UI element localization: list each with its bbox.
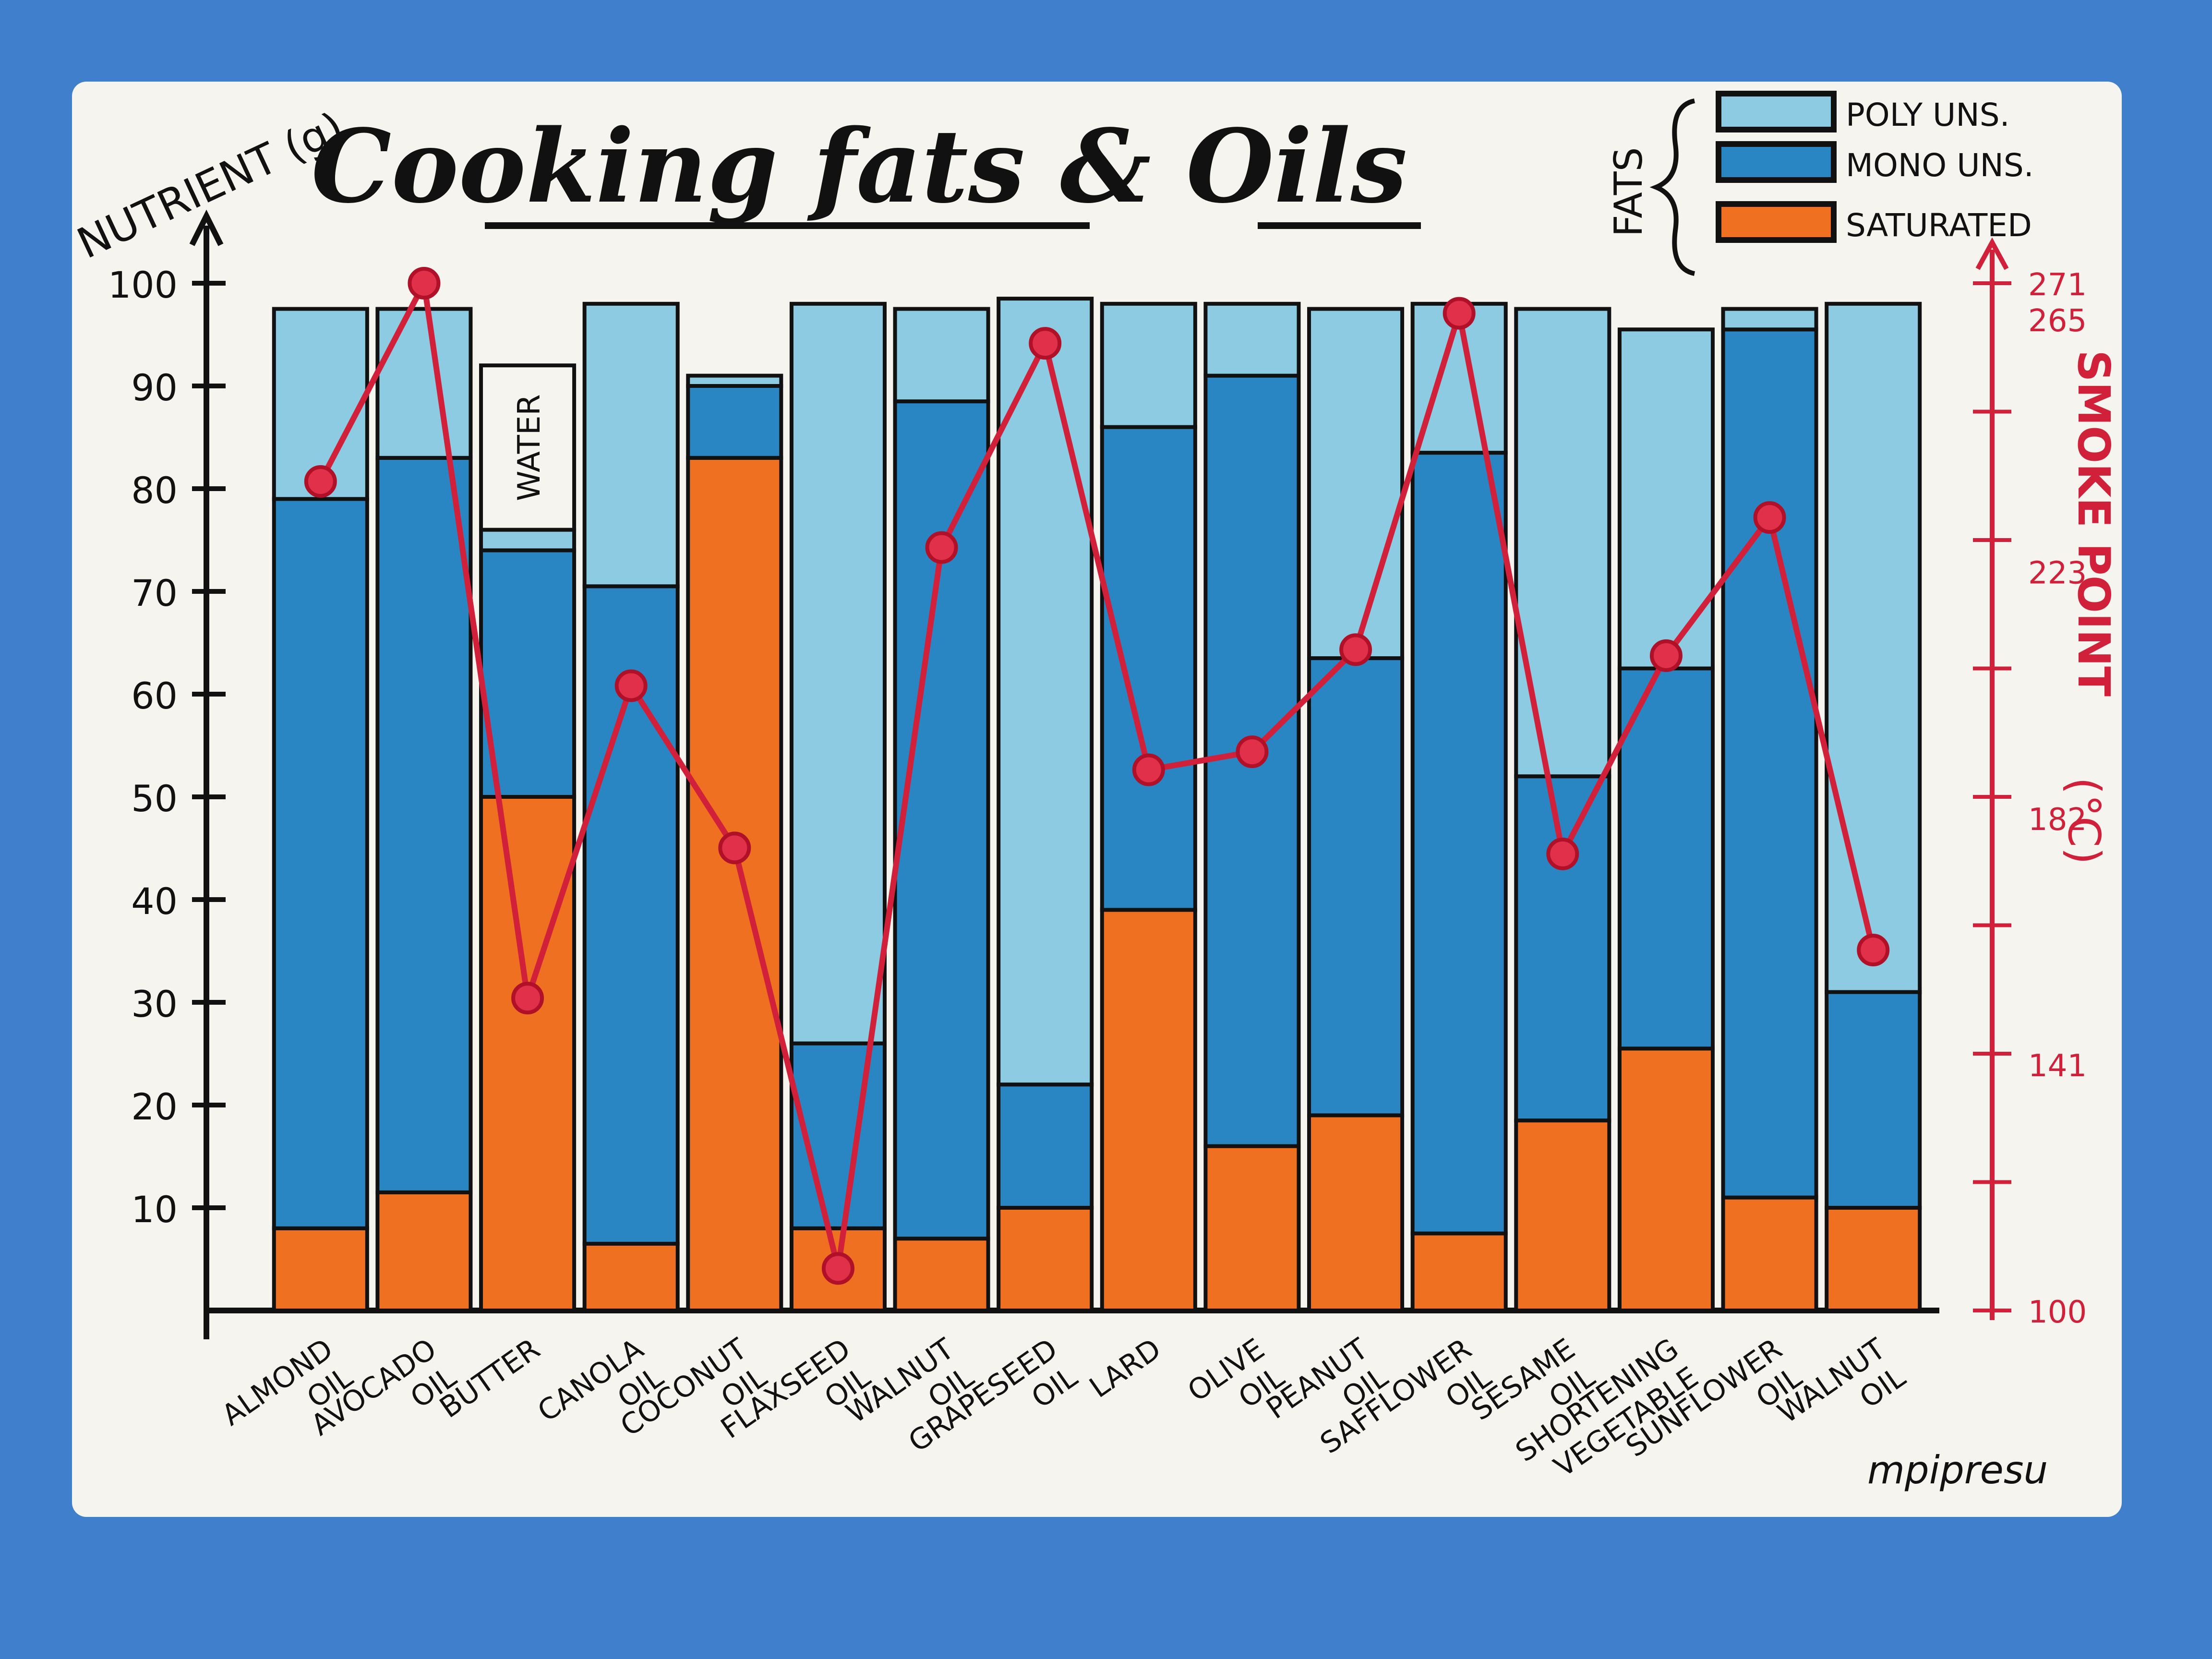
bar-poly-uns — [375, 307, 473, 460]
y2-axis-label: SMOKE POINT (°C) — [2058, 350, 2119, 865]
legend-label-mono: MONO UNS. — [1846, 147, 2034, 184]
y2-tick-label: 223 — [2028, 556, 2087, 591]
bar-poly-uns — [1721, 307, 1818, 332]
smoke-point-marker — [718, 831, 751, 865]
y2-tick-label: 271 — [2028, 267, 2087, 303]
smoke-point-polyline — [318, 280, 1876, 1272]
bar-mono-uns — [375, 456, 473, 1194]
y-tick-label: 50 — [131, 777, 178, 820]
bar-saturated — [272, 1226, 369, 1313]
bar-poly-uns — [1203, 301, 1301, 378]
legend-swatch-saturated — [1716, 201, 1837, 243]
bar-mono-uns — [272, 497, 369, 1230]
bar-poly-uns — [1825, 301, 1922, 994]
bar-mono-uns — [1307, 656, 1405, 1118]
chart-title: Cooking fats & Oils — [311, 107, 1407, 226]
bar-saturated — [1410, 1231, 1508, 1312]
bar-saturated — [1100, 908, 1197, 1312]
y-tick-label: 90 — [131, 366, 178, 409]
bar-poly-uns — [479, 528, 577, 553]
bar-poly-uns — [1617, 327, 1715, 671]
signature: mpipresu — [1867, 1448, 2048, 1492]
y-tick-label: 20 — [131, 1085, 178, 1128]
smoke-point-marker — [925, 531, 958, 564]
smoke-point-marker — [1649, 639, 1683, 672]
bar-poly-uns — [789, 301, 887, 1046]
y2-axis-label-line-2: (°C) — [2058, 777, 2110, 865]
bar-mono-uns — [1410, 451, 1508, 1236]
y2-tick-label: 141 — [2028, 1048, 2087, 1084]
bar-saturated — [686, 456, 783, 1312]
smoke-point-marker — [1236, 735, 1269, 769]
y-tick-label: 70 — [131, 572, 178, 614]
bar-saturated — [997, 1206, 1094, 1312]
smoke-point-marker — [1132, 753, 1165, 786]
y2-axis-arrow — [1975, 237, 2009, 270]
bar-saturated — [479, 795, 577, 1312]
legend-label-poly: POLY UNS. — [1846, 96, 2010, 133]
smoke-point-marker — [821, 1252, 854, 1285]
smoke-point-marker — [614, 669, 648, 702]
y-tick-label: 30 — [131, 983, 178, 1025]
smoke-point-marker — [304, 465, 337, 498]
bar-mono-uns — [686, 384, 783, 460]
bar-poly-uns — [1100, 301, 1197, 429]
bar-water — [479, 363, 577, 532]
bar-saturated — [1617, 1046, 1715, 1313]
bar-poly-uns — [686, 373, 783, 388]
y2-axis-label-line-1: SMOKE POINT — [2068, 350, 2119, 697]
bar-poly-uns — [582, 301, 680, 589]
smoke-point-marker — [408, 267, 441, 300]
bar-mono-uns — [1617, 666, 1715, 1051]
bar-saturated — [1514, 1118, 1611, 1313]
y-axis-arrow — [189, 209, 224, 246]
y-tick-label: 40 — [131, 880, 178, 923]
y-tick-label: 10 — [131, 1188, 178, 1231]
bar-saturated — [1203, 1144, 1301, 1313]
y2-tick-label: 182 — [2028, 802, 2087, 838]
bar-poly-uns — [1307, 307, 1405, 661]
legend-swatch-mono — [1716, 141, 1837, 183]
smoke-point-marker — [1753, 501, 1786, 534]
smoke-point-marker — [1546, 837, 1579, 870]
legend: FATS POLY UNS. MONO UNS. SATURATED — [1606, 91, 2034, 276]
bar-saturated — [1307, 1113, 1405, 1312]
bar-mono-uns — [997, 1082, 1094, 1210]
bar-mono-uns — [1721, 327, 1818, 1200]
bar-saturated — [893, 1237, 990, 1312]
y-tick-label: 60 — [131, 674, 178, 717]
y2-tick-label: 100 — [2028, 1295, 2087, 1330]
y-tick-label: 80 — [131, 469, 178, 512]
bar-saturated — [1721, 1195, 1818, 1313]
bar-poly-uns — [893, 307, 990, 404]
smoke-point-marker — [1857, 934, 1890, 967]
bar-saturated — [1825, 1206, 1922, 1312]
bar-poly-uns — [997, 297, 1094, 1087]
water-label: WATER — [512, 394, 547, 501]
smoke-point-marker — [511, 982, 544, 1015]
bar-mono-uns — [1100, 425, 1197, 912]
bar-mono-uns — [1514, 774, 1611, 1123]
bar-mono-uns — [479, 548, 577, 799]
legend-title: FATS — [1606, 147, 1651, 237]
smoke-point-marker — [1029, 327, 1062, 360]
bar-saturated — [375, 1190, 473, 1312]
bar-saturated — [582, 1241, 680, 1312]
y2-tick-label: 265 — [2028, 303, 2087, 339]
smoke-point-marker — [1443, 297, 1476, 330]
bar-poly-uns — [1514, 307, 1611, 779]
bars — [272, 297, 1922, 1313]
y-tick-label: 100 — [108, 264, 178, 306]
bar-mono-uns — [1825, 990, 1922, 1210]
smoke-point-marker — [1339, 633, 1372, 666]
smoke-point-line — [304, 267, 1890, 1285]
bar-mono-uns — [893, 399, 990, 1241]
legend-label-saturated: SATURATED — [1846, 207, 2032, 244]
legend-swatch-poly — [1716, 91, 1837, 132]
legend-brace — [1649, 98, 1695, 276]
